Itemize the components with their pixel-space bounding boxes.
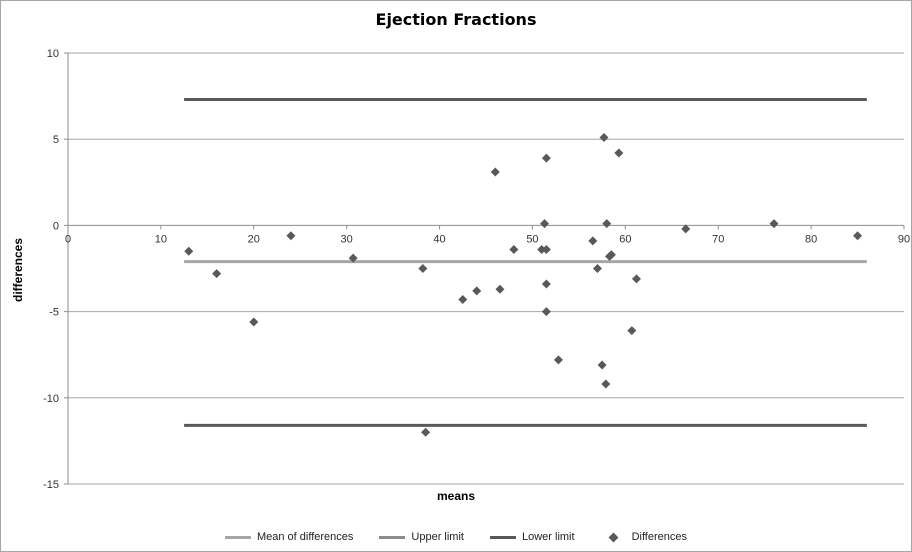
y-tick-label: 10 [47,48,59,60]
y-tick-label: 5 [53,134,59,146]
data-point [472,286,482,296]
data-point [553,355,563,365]
data-point [681,224,691,234]
data-point [541,245,551,255]
x-tick-label: 70 [712,233,724,245]
data-point [348,253,358,263]
x-axis-label: means [436,489,476,503]
data-point [597,360,607,370]
x-tick-label: 20 [248,233,260,245]
y-tick-label: -10 [43,393,59,405]
legend-item-lower: Lower limit [489,531,575,543]
legend-item-differences: Differences [601,531,687,543]
x-tick-label: 30 [341,233,353,245]
data-point [184,246,194,256]
chart-title: Ejection Fractions [375,10,537,29]
x-tick-label: 80 [805,233,817,245]
data-point [537,245,547,255]
data-point [421,427,431,437]
data-point [509,245,519,255]
data-point [540,219,550,229]
data-point [495,284,505,294]
y-tick-label: -15 [43,479,59,491]
legend-swatch-lower [489,535,516,539]
x-tick-label: 90 [898,233,910,245]
legend-swatch-differences [608,532,619,542]
legend-label-upper: Upper limit [411,531,464,543]
data-point [541,307,551,317]
data-point [592,264,602,273]
data-point [418,264,428,273]
data-point [769,219,779,229]
legend-item-mean: Mean of differences [224,531,354,543]
x-tick-label: 50 [526,233,538,245]
x-tick-label: 60 [619,233,631,245]
data-point [541,279,551,289]
legend-swatch-upper [379,535,406,539]
data-point [212,269,222,279]
x-tick-label: 0 [65,233,71,245]
x-tick-label: 40 [433,233,445,245]
data-point [602,219,612,229]
data-point [249,317,259,327]
data-point [606,250,616,260]
data-point [599,132,609,142]
data-point [627,326,637,336]
legend-label-lower: Lower limit [521,531,575,543]
legend-item-upper: Upper limit [379,531,464,543]
y-tick-label: -5 [49,307,59,319]
data-point [631,274,641,284]
data-point [490,167,500,177]
legend: Mean of differences Upper limit Lower li… [0,531,912,543]
data-point [541,153,551,163]
data-point [614,148,624,158]
data-point [601,379,611,389]
data-point [286,231,296,241]
x-tick-label: 10 [155,233,167,245]
data-point [853,231,863,241]
legend-swatch-mean [224,535,251,539]
legend-label-mean: Mean of differences [256,531,354,543]
data-point [588,236,598,246]
legend-label-differences: Differences [631,531,687,543]
data-point [458,295,468,305]
y-tick-label: 0 [53,220,59,232]
